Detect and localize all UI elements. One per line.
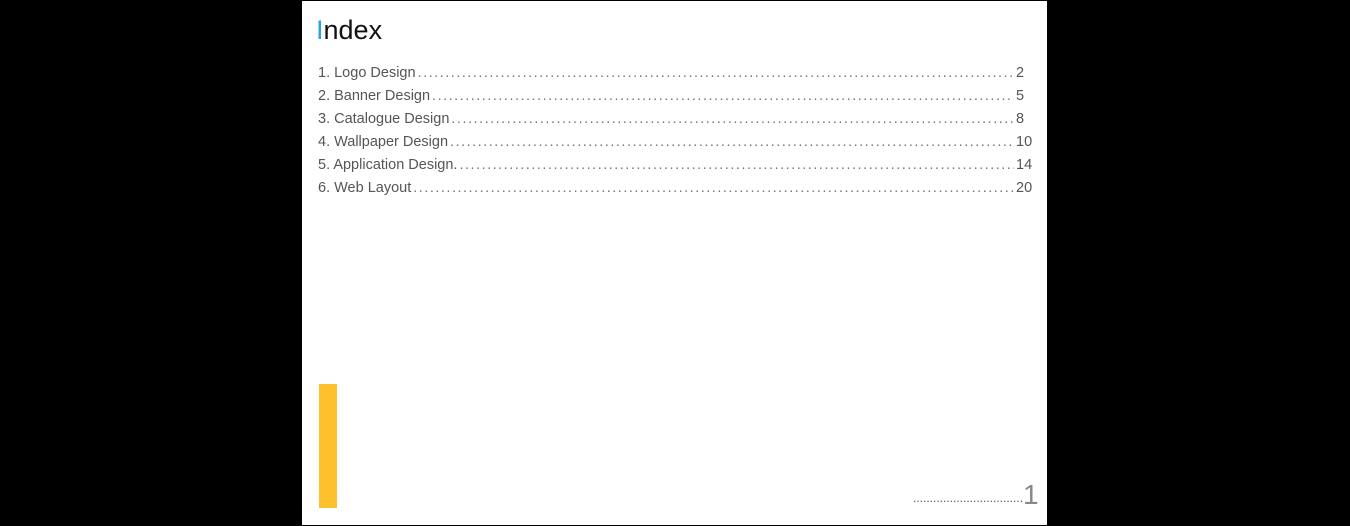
toc-entry-page: 8 [1016, 111, 1025, 127]
dot-leader [413, 180, 1014, 196]
toc-entry-label: 6. Web Layout [318, 180, 412, 196]
toc-entry-logo-design: 1. Logo Design 2 [318, 65, 1034, 88]
toc-entry-label: 1. Logo Design [318, 65, 416, 81]
toc-entry-page: 10 [1016, 134, 1033, 150]
toc-entry-banner-design: 2. Banner Design 5 [318, 88, 1034, 111]
index-page: Index 1. Logo Design 2 2. Banner Design … [302, 1, 1047, 525]
footer-dot-leader [913, 491, 1023, 505]
toc-entry-wallpaper-design: 4. Wallpaper Design 10 [318, 134, 1034, 157]
page-title: Index [316, 13, 382, 47]
dot-leader [451, 111, 1014, 127]
decorative-yellow-bar [319, 384, 337, 508]
dot-leader [450, 134, 1014, 150]
toc-entry-page: 14 [1016, 157, 1033, 173]
title-accent-letter: I [316, 15, 324, 45]
toc-entry-label: 2. Banner Design [318, 88, 431, 104]
toc-entry-application-design: 5. Application Design. 14 [318, 157, 1034, 180]
toc-entry-label: 4. Wallpaper Design [318, 134, 449, 150]
dot-leader [459, 157, 1014, 173]
title-text: ndex [323, 15, 383, 45]
toc-entry-page: 2 [1016, 65, 1025, 81]
toc-entry-catalogue-design: 3. Catalogue Design 8 [318, 111, 1034, 134]
toc-entry-web-layout: 6. Web Layout 20 [318, 180, 1034, 203]
toc-entry-page: 5 [1016, 88, 1025, 104]
dot-leader [432, 88, 1014, 104]
table-of-contents: 1. Logo Design 2 2. Banner Design 5 3. C… [318, 65, 1034, 203]
dot-leader [418, 65, 1014, 81]
toc-entry-label: 3. Catalogue Design [318, 111, 450, 127]
toc-entry-page: 20 [1016, 180, 1033, 196]
page-number: 1 [1023, 479, 1039, 510]
toc-entry-label: 5. Application Design. [318, 157, 458, 173]
